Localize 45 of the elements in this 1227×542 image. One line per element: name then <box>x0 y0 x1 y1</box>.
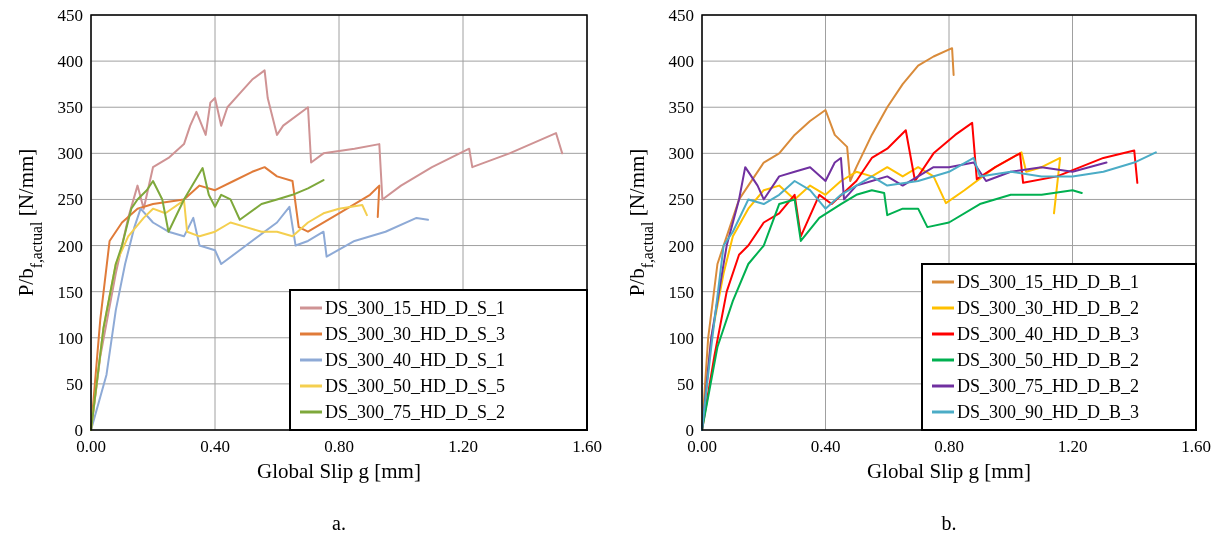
y-tick-label: 200 <box>668 236 694 256</box>
legend-label: DS_300_50_HD_D_B_2 <box>957 350 1140 371</box>
legend-label: DS_300_50_HD_D_S_5 <box>325 376 506 397</box>
text: b. <box>941 512 957 534</box>
y-tick-label: 150 <box>57 282 83 302</box>
legend-label: DS_300_15_HD_D_B_1 <box>957 272 1140 293</box>
x-tick-label: 0.40 <box>200 437 230 456</box>
y-tick-label: 350 <box>668 98 694 118</box>
x-axis-title: Global Slip g [mm] <box>867 459 1031 483</box>
x-tick-label: 0.00 <box>76 437 106 456</box>
x-tick-label: 1.60 <box>1181 437 1211 456</box>
y-tick-label: 100 <box>57 328 83 348</box>
y-tick-label: 100 <box>668 328 694 348</box>
text: a. <box>332 512 346 534</box>
y-tick-label: 250 <box>57 190 83 210</box>
y-tick-label: 300 <box>668 144 694 164</box>
y-tick-label: 0 <box>685 420 694 440</box>
y-tick-label: 200 <box>57 236 83 256</box>
legend-label: DS_300_90_HD_D_B_3 <box>957 402 1140 423</box>
legend-label: DS_300_30_HD_D_S_3 <box>325 324 506 345</box>
legend-label: DS_300_30_HD_D_B_2 <box>957 298 1140 319</box>
y-tick-label: 400 <box>668 52 694 72</box>
y-tick-label: 450 <box>57 5 83 25</box>
legend-label: DS_300_15_HD_D_S_1 <box>325 298 506 319</box>
x-tick-label: 1.60 <box>572 437 602 456</box>
x-tick-label: 1.20 <box>448 437 478 456</box>
y-tick-label: 400 <box>57 52 83 72</box>
y-tick-label: 150 <box>668 282 694 302</box>
x-tick-label: 0.80 <box>324 437 354 456</box>
x-tick-label: 0.40 <box>810 437 841 456</box>
y-tick-label: 250 <box>668 190 694 210</box>
y-tick-label: 50 <box>677 374 694 394</box>
x-tick-label: 0.00 <box>687 437 717 456</box>
y-tick-label: 350 <box>57 98 83 118</box>
legend-label: DS_300_40_HD_D_S_1 <box>325 350 506 371</box>
x-axis-title: Global Slip g [mm] <box>257 459 421 483</box>
y-tick-label: 50 <box>66 374 83 394</box>
x-tick-label: 1.20 <box>1057 437 1088 456</box>
y-tick-label: 450 <box>668 5 694 25</box>
legend-label: DS_300_75_HD_D_B_2 <box>957 376 1140 397</box>
y-tick-label: 0 <box>74 420 83 440</box>
legend-label: DS_300_75_HD_D_S_2 <box>325 402 506 423</box>
legend-label: DS_300_40_HD_D_B_3 <box>957 324 1140 345</box>
x-tick-label: 0.80 <box>934 437 964 456</box>
y-tick-label: 300 <box>57 144 83 164</box>
